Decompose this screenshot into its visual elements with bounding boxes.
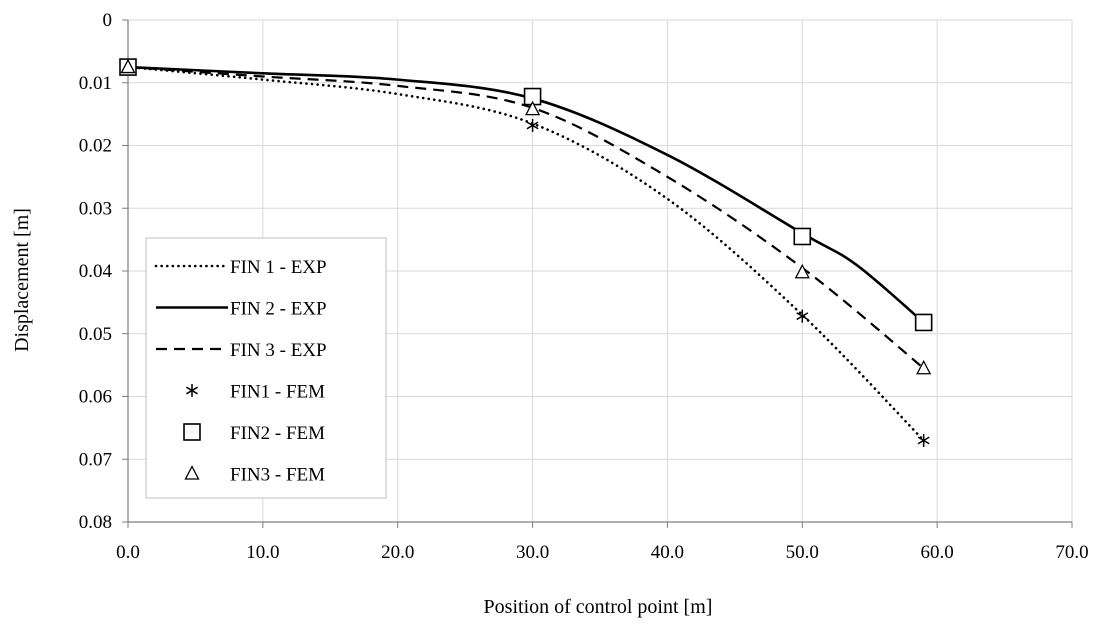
asterisk-stroke [186,386,198,395]
data-point-fin1-fem [526,118,539,132]
asterisk-stroke [526,121,539,130]
legend-label: FIN 2 - EXP [230,299,327,320]
data-point-fin3-fem [916,359,932,375]
y-tick-label: 0.03 [79,198,112,219]
y-tick-label: 0.05 [79,324,112,345]
data-point-fin1-fem [796,309,809,323]
data-point-fin3-fem [525,100,541,116]
asterisk-stroke [917,436,930,445]
data-point-fin3-fem [120,58,136,74]
x-tick-label: 20.0 [381,542,414,563]
legend-swatch-fin2-fem [183,423,201,441]
axes [122,19,1073,528]
legend-label: FIN2 - FEM [230,423,325,444]
y-tick-label: 0.04 [79,261,113,282]
data-point-fin1-fem [917,433,930,447]
y-tick-label: 0.02 [79,136,112,157]
x-tick-label: 50.0 [786,542,819,563]
x-tick-label: 30.0 [516,542,549,563]
data-point-fin2-fem [914,313,933,332]
series-markers-fin3-fem [120,58,932,375]
y-tick-label: 0.06 [79,387,112,408]
y-tick-label: 0 [103,10,113,31]
x-tick-label: 40.0 [651,542,684,563]
legend-box [145,237,387,499]
y-tick-label: 0.08 [79,512,112,533]
tick-labels: 0.0 10.0 20.0 30.0 40.0 50.0 60.0 70.0 0 0.01 0.02… [79,10,1089,563]
data-point-fin3-fem [794,263,810,279]
x-tick-label: 10.0 [246,542,279,563]
legend-label: FIN1 - FEM [230,382,325,403]
legend: FIN 1 - EXP FIN 2 - EXP FIN 3 - EXP FIN1 - … [145,237,387,499]
legend-swatch-fin3-fem [184,465,200,480]
y-tick-label: 0.01 [79,73,112,94]
x-tick-label: 0.0 [116,542,140,563]
y-axis-title: Displacement [m] [11,208,33,352]
legend-label: FIN 1 - EXP [230,257,327,278]
x-tick-label: 60.0 [921,542,954,563]
legend-label: FIN3 - FEM [230,465,325,486]
data-point-fin2-fem [793,227,812,246]
asterisk-stroke [796,312,809,321]
legend-label: FIN 3 - EXP [230,340,327,361]
series-line-fin-2-exp [127,65,925,324]
x-tick-label: 70.0 [1055,542,1088,563]
x-axis-title: Position of control point [m] [484,596,713,618]
y-tick-label: 0.07 [79,449,112,470]
series [119,58,933,447]
legend-swatch-fin1-fem [186,384,198,397]
